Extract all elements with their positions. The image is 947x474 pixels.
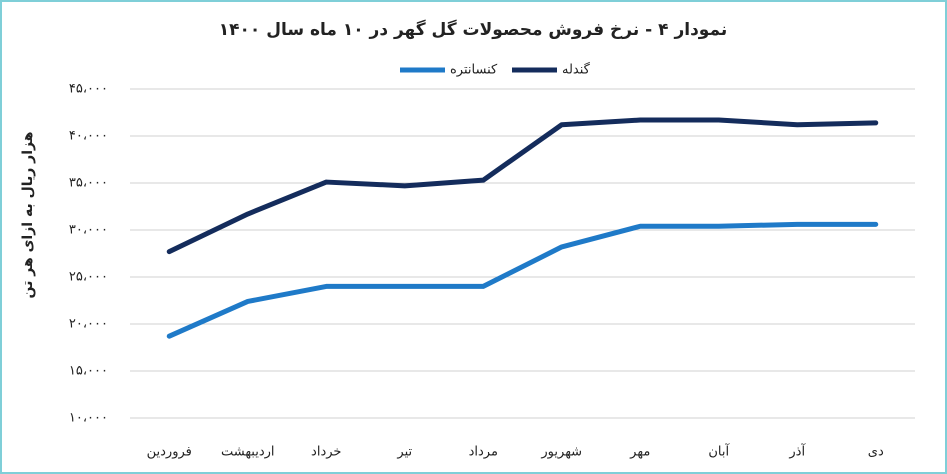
series-line — [166, 221, 879, 339]
series-line — [166, 117, 879, 255]
x-tick-label: مهر — [629, 445, 650, 460]
x-tick-label: تیر — [396, 445, 412, 460]
y-tick-label: ۲۰،۰۰۰ — [69, 317, 108, 332]
x-tick-label: دی — [868, 445, 884, 460]
x-tick-label: اردیبهشت — [221, 445, 275, 460]
x-tick-label: مرداد — [469, 445, 498, 460]
y-tick-label: ۳۵،۰۰۰ — [69, 176, 108, 191]
x-tick-label: آبان — [708, 443, 730, 460]
y-tick-label: ۴۵،۰۰۰ — [69, 82, 108, 97]
y-tick-label: ۱۰،۰۰۰ — [69, 411, 108, 426]
y-tick-label: ۲۵،۰۰۰ — [69, 270, 108, 285]
chart-title: نمودار ۴ - نرخ فروش محصولات گل گهر در ۱۰… — [219, 19, 727, 40]
x-tick-label: فروردین — [147, 445, 192, 460]
x-tick-label: شهریور — [540, 445, 582, 460]
legend-label: کنسانتره — [450, 63, 498, 78]
x-tick-label: خرداد — [311, 445, 341, 460]
y-axis-label: هزار ریال به ازای هر تن — [20, 132, 36, 299]
y-tick-label: ۳۰،۰۰۰ — [69, 223, 108, 238]
legend-label: گندله — [562, 62, 591, 78]
y-tick-label: ۴۰،۰۰۰ — [69, 129, 108, 144]
y-tick-label: ۱۵،۰۰۰ — [69, 364, 108, 379]
x-tick-label: آذر — [788, 443, 806, 460]
